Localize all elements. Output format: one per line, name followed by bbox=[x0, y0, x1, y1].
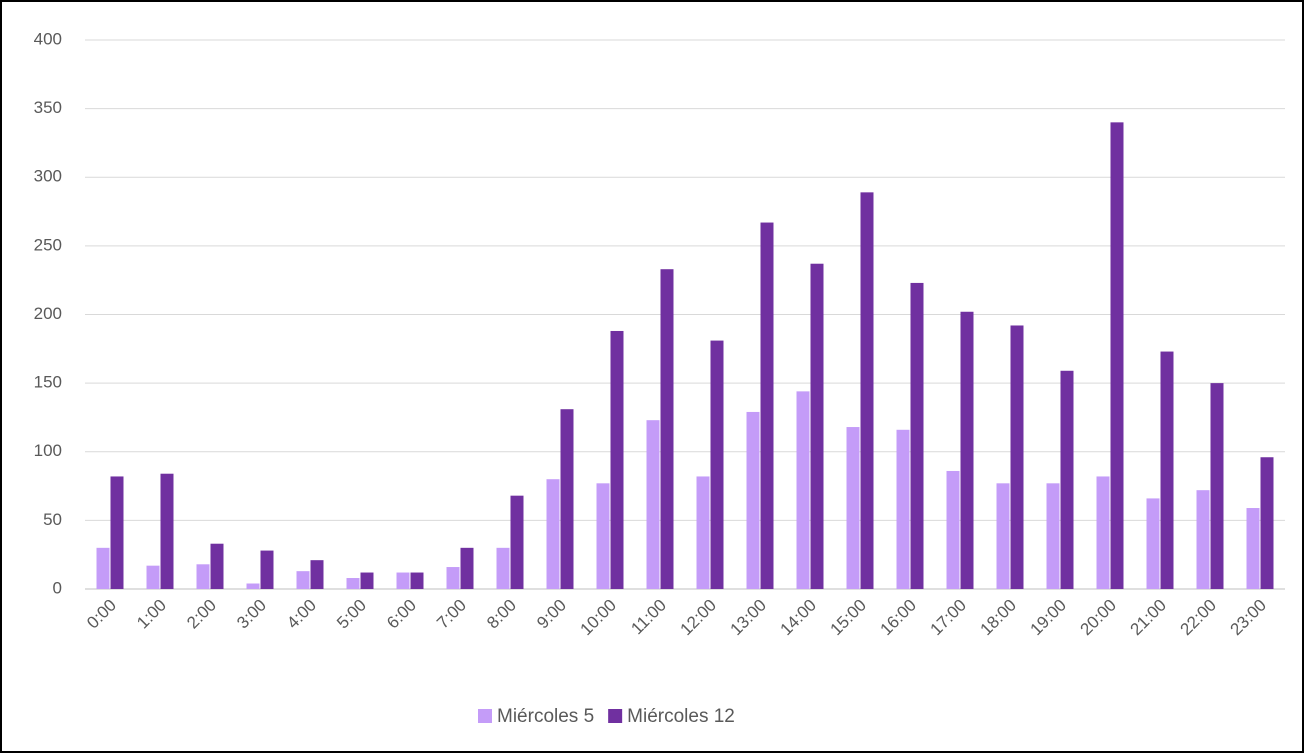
legend-label: Miércoles 5 bbox=[497, 706, 594, 727]
bar bbox=[96, 547, 110, 589]
legend-swatch bbox=[478, 709, 492, 723]
bar bbox=[360, 572, 374, 589]
bar bbox=[646, 420, 660, 589]
bar bbox=[1246, 508, 1260, 589]
bar bbox=[1146, 498, 1160, 589]
bar bbox=[146, 565, 160, 589]
y-tick-label: 50 bbox=[43, 510, 62, 529]
bar bbox=[346, 578, 360, 589]
bar bbox=[760, 222, 774, 590]
bar bbox=[560, 409, 574, 589]
bar bbox=[610, 330, 624, 589]
bar bbox=[446, 567, 460, 589]
bar bbox=[1096, 476, 1110, 589]
bar bbox=[960, 311, 974, 589]
y-tick-label: 350 bbox=[34, 98, 62, 117]
bar bbox=[246, 583, 260, 589]
y-tick-label: 200 bbox=[34, 304, 62, 323]
y-tick-label: 400 bbox=[34, 29, 62, 48]
bar bbox=[660, 269, 674, 589]
bar bbox=[196, 564, 210, 589]
bar bbox=[810, 263, 824, 589]
y-tick-label: 300 bbox=[34, 167, 62, 186]
bar bbox=[696, 476, 710, 589]
bar bbox=[210, 543, 224, 589]
bar bbox=[910, 282, 924, 589]
bar bbox=[296, 571, 310, 589]
bar bbox=[796, 391, 810, 589]
legend-label: Miércoles 12 bbox=[627, 706, 735, 727]
bar bbox=[310, 560, 324, 589]
legend-swatch bbox=[608, 709, 623, 723]
bar bbox=[846, 427, 860, 589]
bar bbox=[1110, 122, 1124, 589]
y-tick-label: 100 bbox=[34, 441, 62, 460]
bar bbox=[860, 192, 874, 589]
bar bbox=[1210, 383, 1224, 589]
bar bbox=[746, 411, 760, 589]
bar bbox=[996, 483, 1010, 589]
bar bbox=[1260, 457, 1274, 589]
bar bbox=[1160, 351, 1174, 589]
y-tick-label: 150 bbox=[34, 373, 62, 392]
bar bbox=[546, 479, 560, 589]
bar bbox=[896, 429, 910, 589]
bar bbox=[596, 483, 610, 589]
bar bbox=[260, 550, 274, 589]
bar bbox=[510, 495, 524, 589]
bar bbox=[1060, 370, 1074, 589]
bar bbox=[710, 340, 724, 589]
bar bbox=[110, 476, 124, 589]
bar bbox=[1196, 490, 1210, 589]
bar bbox=[946, 470, 960, 589]
bar bbox=[496, 547, 510, 589]
y-tick-label: 250 bbox=[34, 235, 62, 254]
bar bbox=[1046, 483, 1060, 589]
legend: Miércoles 5 Miércoles 12 bbox=[478, 706, 735, 727]
bar bbox=[160, 473, 174, 589]
bar bbox=[396, 572, 410, 589]
bar bbox=[460, 547, 474, 589]
y-tick-label: 0 bbox=[53, 578, 62, 597]
bar bbox=[410, 572, 424, 589]
bar bbox=[1010, 325, 1024, 589]
